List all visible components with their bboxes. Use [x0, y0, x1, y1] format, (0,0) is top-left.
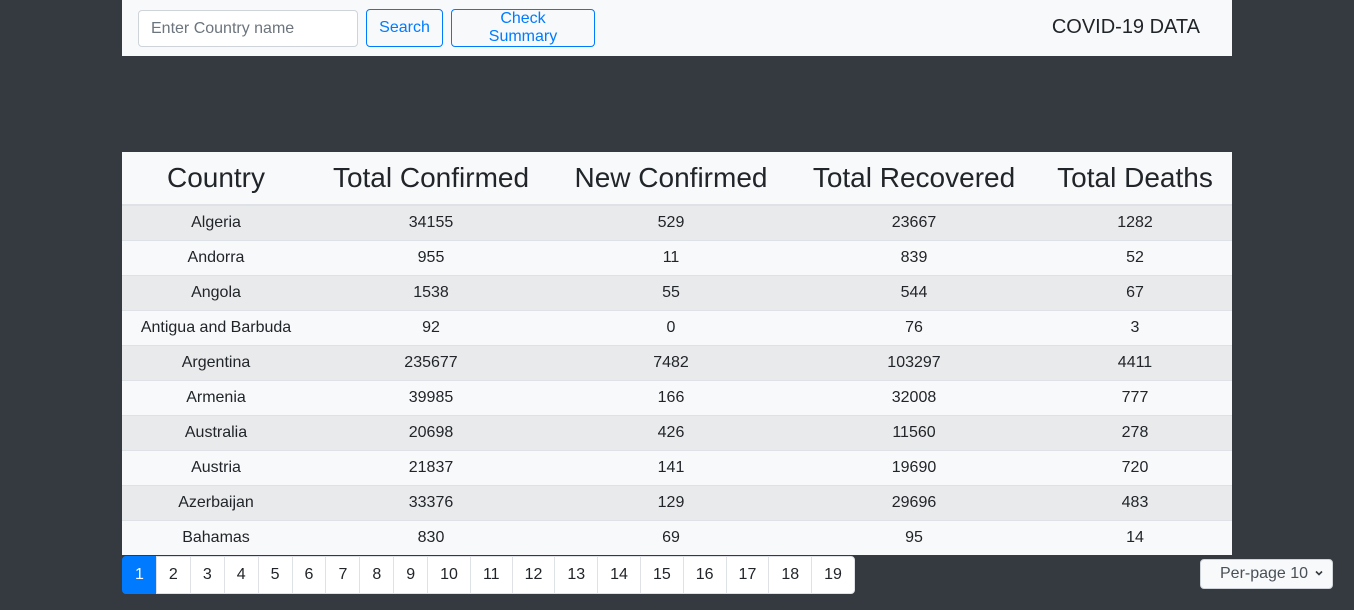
cell-total-recovered: 544 [790, 275, 1038, 311]
page-link-18[interactable]: 18 [768, 556, 813, 594]
page-link-2[interactable]: 2 [155, 556, 191, 594]
table-row: Armenia 39985 166 32008 777 [122, 380, 1232, 416]
page-link-14[interactable]: 14 [597, 556, 641, 594]
cell-new-confirmed: 0 [552, 310, 790, 346]
page-link-19[interactable]: 19 [811, 556, 855, 594]
cell-total-confirmed: 34155 [310, 204, 552, 241]
table-row: Australia 20698 426 11560 278 [122, 415, 1232, 451]
cell-total-recovered: 23667 [790, 204, 1038, 241]
cell-country: Armenia [122, 380, 310, 416]
cell-total-confirmed: 20698 [310, 415, 552, 451]
table-body: Algeria 34155 529 23667 1282 Andorra 955 11 839 5… [122, 204, 1232, 555]
page-link-13[interactable]: 13 [554, 556, 599, 594]
table-row: Algeria 34155 529 23667 1282 [122, 204, 1232, 241]
cell-total-deaths: 3 [1038, 310, 1232, 346]
cell-new-confirmed: 426 [552, 415, 790, 451]
cell-total-confirmed: 1538 [310, 275, 552, 311]
pagination: 1 2 3 4 5 6 7 8 9 10 11 12 13 14 15 16 17 18 19 [122, 556, 855, 594]
cell-total-deaths: 67 [1038, 275, 1232, 311]
navbar: Search Check Summary COVID-19 DATA [122, 0, 1232, 56]
cell-country: Andorra [122, 240, 310, 276]
table-row: Angola 1538 55 544 67 [122, 275, 1232, 311]
cell-total-deaths: 720 [1038, 450, 1232, 486]
cell-country: Australia [122, 415, 310, 451]
table-row: Andorra 955 11 839 52 [122, 240, 1232, 276]
cell-total-deaths: 483 [1038, 485, 1232, 521]
page-link-4[interactable]: 4 [223, 556, 259, 594]
column-header-total-confirmed: Total Confirmed [310, 152, 552, 206]
cell-country: Austria [122, 450, 310, 486]
cell-new-confirmed: 7482 [552, 345, 790, 381]
page-link-6[interactable]: 6 [291, 556, 327, 594]
page-link-9[interactable]: 9 [393, 556, 429, 594]
cell-new-confirmed: 129 [552, 485, 790, 521]
cell-total-deaths: 777 [1038, 380, 1232, 416]
cell-total-deaths: 278 [1038, 415, 1232, 451]
table-row: Austria 21837 141 19690 720 [122, 450, 1232, 486]
cell-country: Angola [122, 275, 310, 311]
cell-country: Azerbaijan [122, 485, 310, 521]
cell-country: Bahamas [122, 520, 310, 555]
cell-total-confirmed: 39985 [310, 380, 552, 416]
cell-new-confirmed: 141 [552, 450, 790, 486]
cell-total-deaths: 1282 [1038, 204, 1232, 241]
cell-total-recovered: 76 [790, 310, 1038, 346]
cell-total-recovered: 29696 [790, 485, 1038, 521]
page-link-16[interactable]: 16 [682, 556, 727, 594]
page-link-15[interactable]: 15 [639, 556, 684, 594]
search-button[interactable]: Search [366, 9, 443, 47]
page-link-10[interactable]: 10 [427, 556, 471, 594]
page-link-17[interactable]: 17 [725, 556, 770, 594]
per-page-label: Per-page 10 [1220, 565, 1309, 582]
covid-data-table: Country Total Confirmed New Confirmed To… [122, 152, 1232, 555]
cell-total-confirmed: 955 [310, 240, 552, 276]
cell-new-confirmed: 69 [552, 520, 790, 555]
page-link-3[interactable]: 3 [189, 556, 225, 594]
page-link-7[interactable]: 7 [325, 556, 361, 594]
page-link-5[interactable]: 5 [257, 556, 293, 594]
cell-total-confirmed: 33376 [310, 485, 552, 521]
table-row: Antigua and Barbuda 92 0 76 3 [122, 310, 1232, 346]
page-link-11[interactable]: 11 [469, 556, 513, 594]
country-search-input[interactable] [138, 10, 358, 47]
table-row: Azerbaijan 33376 129 29696 483 [122, 485, 1232, 521]
cell-total-recovered: 19690 [790, 450, 1038, 486]
cell-total-deaths: 14 [1038, 520, 1232, 555]
column-header-new-confirmed: New Confirmed [552, 152, 790, 206]
cell-total-confirmed: 235677 [310, 345, 552, 381]
table-header-row: Country Total Confirmed New Confirmed To… [122, 152, 1232, 206]
cell-new-confirmed: 55 [552, 275, 790, 311]
column-header-country: Country [122, 152, 310, 206]
cell-total-confirmed: 830 [310, 520, 552, 555]
cell-new-confirmed: 529 [552, 204, 790, 241]
cell-total-recovered: 32008 [790, 380, 1038, 416]
page-link-1[interactable]: 1 [122, 556, 157, 594]
cell-new-confirmed: 166 [552, 380, 790, 416]
brand-title: COVID-19 DATA [1051, 16, 1200, 38]
page-link-8[interactable]: 8 [359, 556, 395, 594]
cell-country: Antigua and Barbuda [122, 310, 310, 346]
check-summary-button[interactable]: Check Summary [451, 9, 595, 47]
cell-total-recovered: 103297 [790, 345, 1038, 381]
cell-new-confirmed: 11 [552, 240, 790, 276]
table-row: Argentina 235677 7482 103297 4411 [122, 345, 1232, 381]
column-header-total-recovered: Total Recovered [790, 152, 1038, 206]
cell-total-deaths: 4411 [1038, 345, 1232, 381]
chevron-down-icon [1315, 570, 1323, 576]
table-row: Bahamas 830 69 95 14 [122, 520, 1232, 555]
cell-country: Argentina [122, 345, 310, 381]
cell-total-confirmed: 21837 [310, 450, 552, 486]
cell-country: Algeria [122, 204, 310, 241]
cell-total-recovered: 839 [790, 240, 1038, 276]
cell-total-deaths: 52 [1038, 240, 1232, 276]
page-link-12[interactable]: 12 [511, 556, 556, 594]
per-page-select[interactable]: Per-page 10 [1200, 559, 1333, 589]
cell-total-confirmed: 92 [310, 310, 552, 346]
cell-total-recovered: 95 [790, 520, 1038, 555]
column-header-total-deaths: Total Deaths [1038, 152, 1232, 206]
cell-total-recovered: 11560 [790, 415, 1038, 451]
